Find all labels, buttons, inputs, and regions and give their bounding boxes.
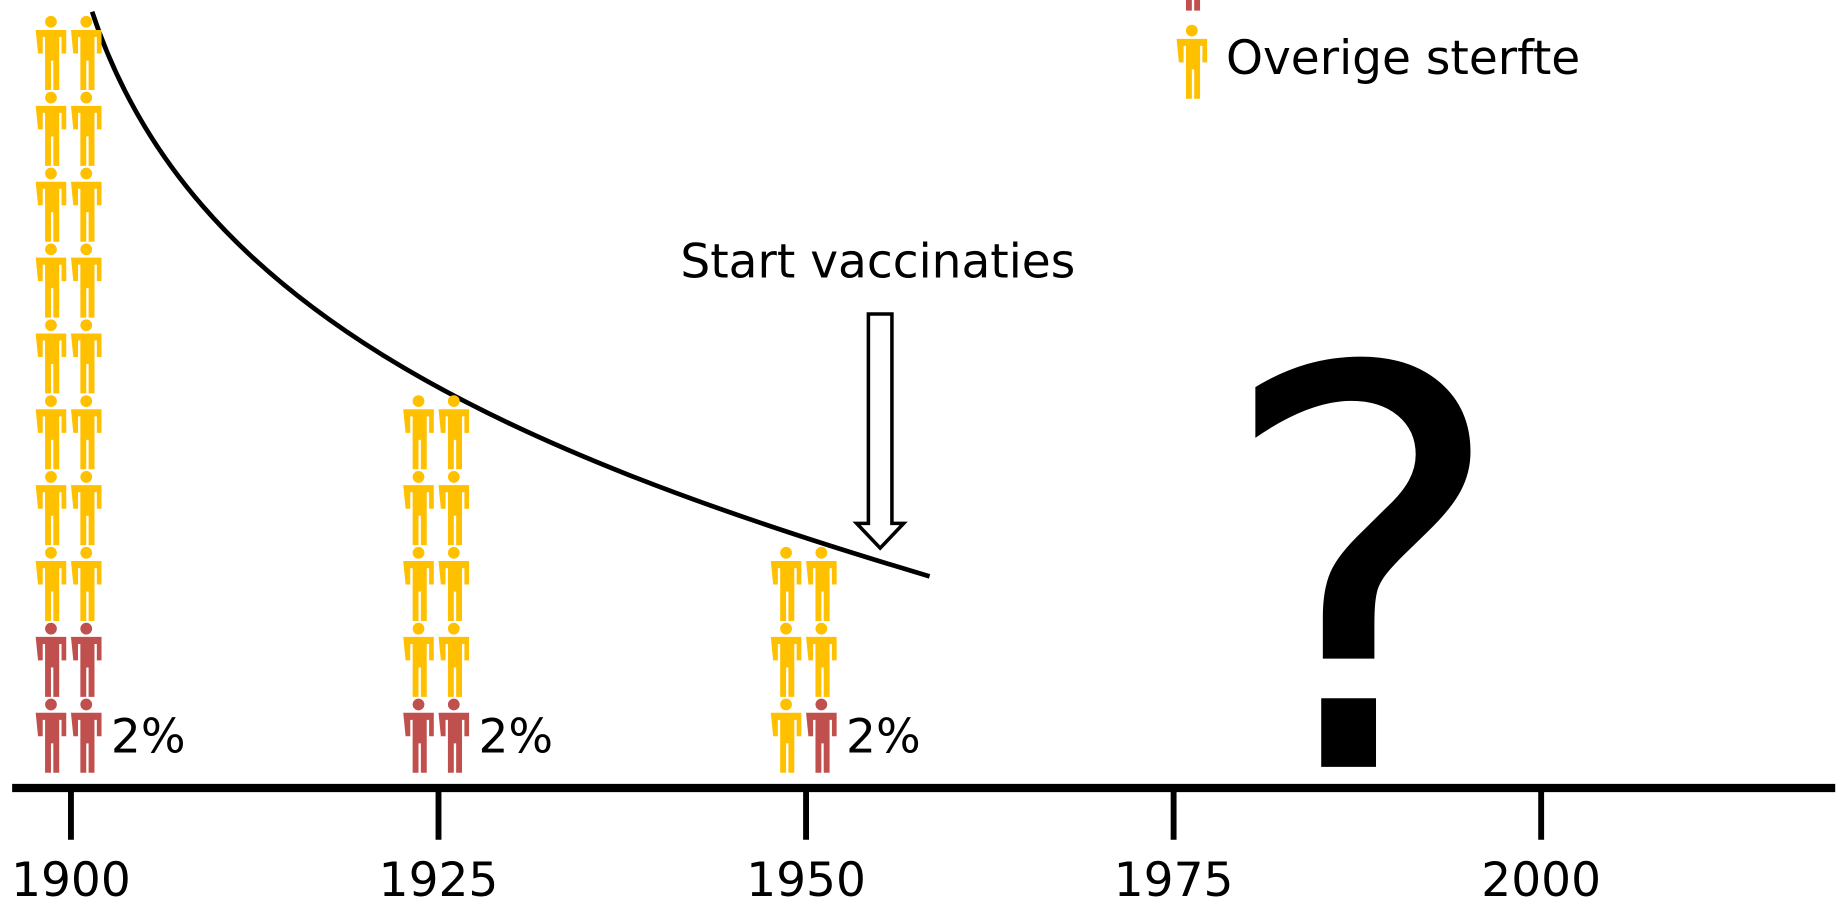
person-icon <box>70 471 102 546</box>
person-icon <box>403 546 434 622</box>
person-icon <box>35 91 67 166</box>
person-icon <box>35 471 67 546</box>
person-icon <box>35 167 67 242</box>
x-tick-label: 2000 <box>1481 853 1601 908</box>
person-icon <box>35 546 67 622</box>
person-icon <box>403 471 434 546</box>
legend-icon <box>1176 24 1208 99</box>
person-icon <box>438 622 470 697</box>
legend-label: Overige sterfte <box>1226 31 1580 86</box>
person-icon <box>35 15 67 90</box>
person-icon <box>806 622 837 697</box>
person-icon <box>403 395 434 470</box>
person-icon <box>35 319 67 394</box>
person-icon <box>770 698 802 773</box>
person-icon <box>806 546 837 622</box>
person-icon <box>438 698 470 773</box>
person-icon <box>35 698 67 773</box>
x-tick-label: 1925 <box>379 853 499 908</box>
percent-label: 2% <box>478 710 553 765</box>
trend-curve <box>89 11 931 579</box>
person-icon <box>806 698 837 773</box>
vaccination-label: Start vaccinaties <box>680 235 1075 290</box>
x-tick-label: 1950 <box>746 853 866 908</box>
arrow <box>852 312 908 551</box>
percent-label: 2% <box>111 710 186 765</box>
person-icon <box>70 91 102 166</box>
person-icon <box>35 622 67 697</box>
person-icon <box>770 546 802 622</box>
percent-label: 2% <box>846 710 921 765</box>
person-icon <box>438 471 470 546</box>
person-icon <box>770 622 802 697</box>
person-icon <box>438 395 470 470</box>
legend-icon <box>1185 0 1201 11</box>
person-icon <box>403 698 434 773</box>
person-icon <box>438 546 470 622</box>
person-icon <box>70 243 102 318</box>
person-icon <box>70 167 102 242</box>
person-icon <box>70 622 102 697</box>
person-icon <box>70 15 102 90</box>
person-icon <box>70 395 102 470</box>
x-tick-label: 1975 <box>1114 853 1234 908</box>
x-tick-label: 1900 <box>11 853 131 908</box>
person-icon <box>35 243 67 318</box>
person-icon <box>70 319 102 394</box>
person-icon <box>403 622 434 697</box>
person-icon <box>35 395 67 470</box>
person-icon <box>70 698 102 773</box>
question-mark: ? <box>1216 255 1509 898</box>
person-icon <box>70 546 102 622</box>
